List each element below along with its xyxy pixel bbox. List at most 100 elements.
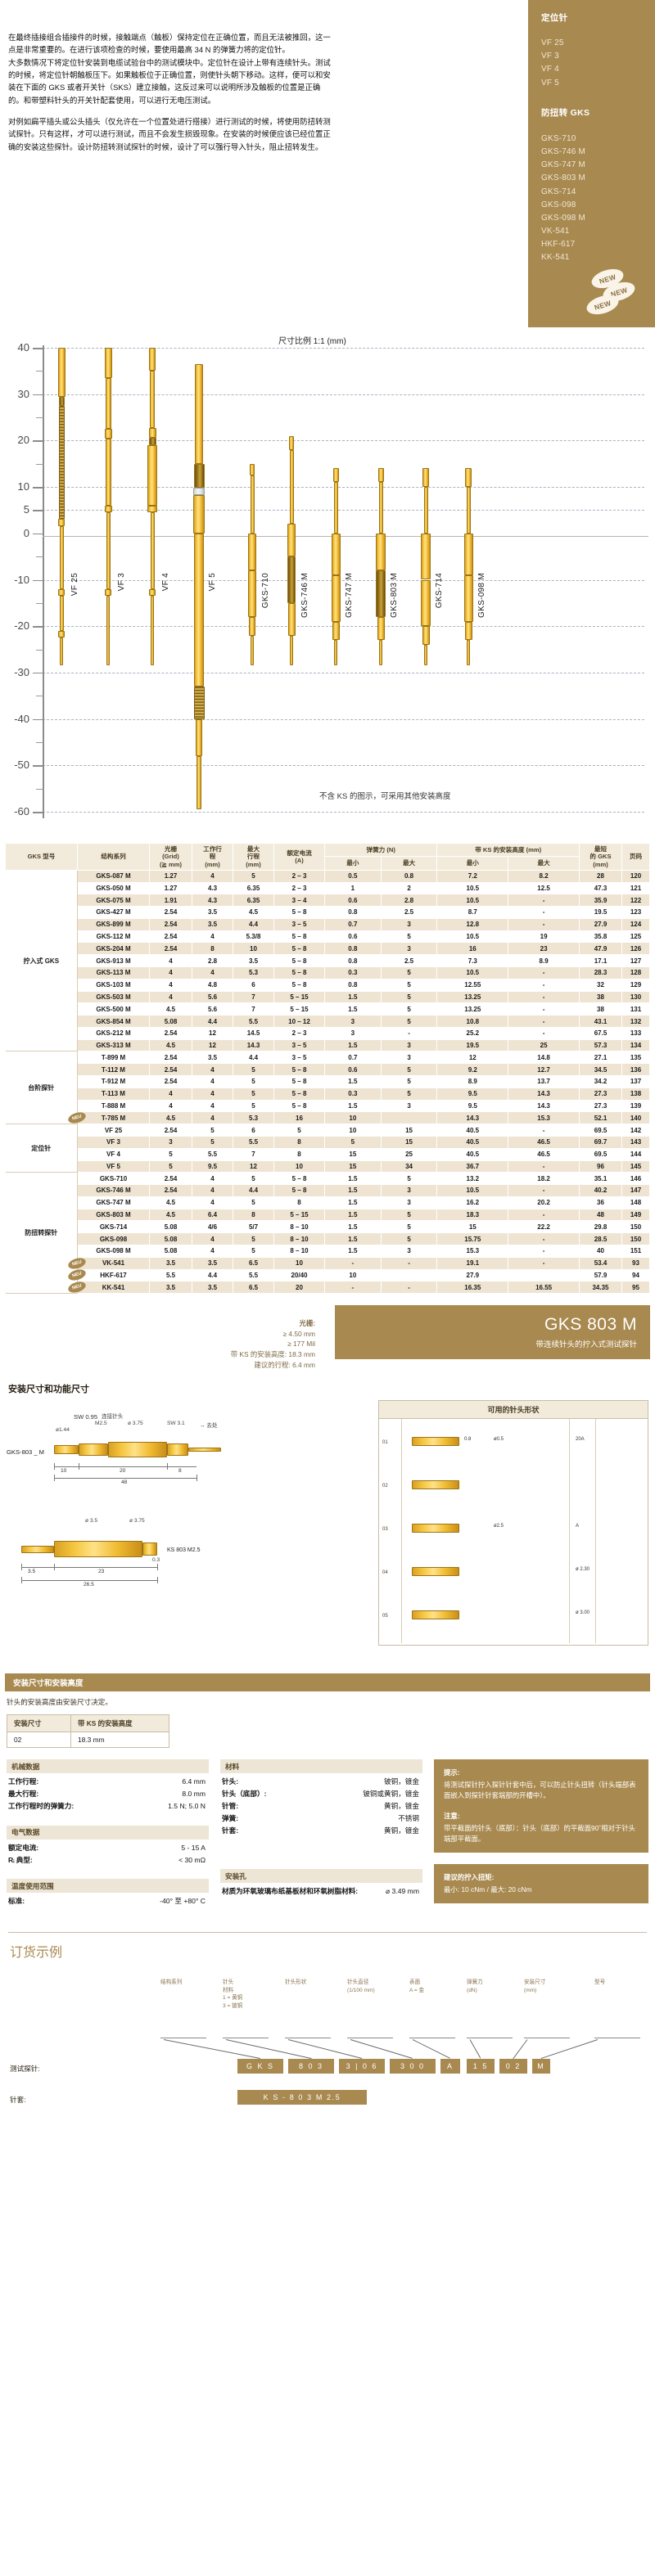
- sidebar-item-gks-747m[interactable]: GKS-747 M: [541, 160, 586, 170]
- cell-height-max: 46.5: [508, 1147, 580, 1161]
- pin-segment: [334, 640, 337, 666]
- pin-segment: [105, 377, 111, 430]
- cell-working-stroke: 3.5: [192, 1256, 233, 1270]
- order-header-line: 针头直径: [347, 1979, 369, 1986]
- chart-footnote: 不含 KS 的图示，可采用其他安装高度: [319, 792, 451, 801]
- cell-spring-min: 1.5: [324, 1172, 382, 1186]
- cell-max-stroke: 5: [233, 1172, 274, 1186]
- cell-model: GKS-087 M: [77, 869, 150, 883]
- order-header-line: A = 金: [409, 1987, 425, 1993]
- cell-working-stroke: 4: [192, 1111, 233, 1125]
- cell-model: T-912 M: [77, 1075, 150, 1088]
- sidebar-item-gks-098[interactable]: GKS-098: [541, 200, 576, 209]
- pin-segment: [466, 487, 471, 534]
- cell-shortest: 52.1: [579, 1111, 622, 1125]
- sidebar-item-vk-541[interactable]: VK-541: [541, 227, 570, 236]
- dim-label-sw095: SW 0.95: [74, 1413, 98, 1421]
- cell-spring-min: 1.5: [324, 1038, 382, 1052]
- table-row: 定位针 VF 25 2.54 5 6 5 10 15 40.5-69.5 142: [5, 1124, 650, 1173]
- axis-tick-label: -50: [14, 759, 29, 772]
- cell-max-stroke: 4.5: [233, 906, 274, 919]
- intro-section: 在最终插接组合插接件的时候，接触端点（触板）保持定位在正确位置，而且无法被推回，…: [0, 0, 655, 327]
- cell-spring-max: 5: [380, 1002, 438, 1016]
- cell-working-stroke: 4.3: [192, 894, 233, 907]
- cell-shortest: 48: [579, 1208, 622, 1222]
- cell-height-max: -: [508, 1160, 580, 1173]
- cell-model: T-899 M: [77, 1051, 150, 1065]
- cell-grid: 4: [149, 954, 192, 967]
- axis-minor-tick: [36, 417, 44, 419]
- install-section-title: 安装尺寸和安装高度: [5, 1673, 650, 1692]
- dimensions-section-title: 安装尺寸和功能尺寸: [8, 1385, 89, 1395]
- sidebar-item-vf3[interactable]: VF 3: [541, 52, 559, 61]
- pin-segment: [463, 533, 473, 575]
- th-max-l1: 最大: [246, 845, 260, 853]
- sidebar-item-gks-803m[interactable]: GKS-803 M: [541, 173, 586, 183]
- pin-segment: [148, 437, 156, 446]
- spec-row: 针头（底部）: 铍铜或黄铜，镀金: [220, 1788, 422, 1800]
- sidebar-item-gks-714[interactable]: GKS-714: [541, 187, 576, 196]
- cell-spring-min: 0.8: [324, 942, 382, 956]
- pin-segment: [105, 438, 111, 506]
- order-leader-line: [469, 2039, 481, 2059]
- cell-spring-min: 0.8: [324, 954, 382, 967]
- sidebar-item-gks-098m[interactable]: GKS-098 M: [541, 213, 586, 223]
- cell-height-min: 10.8: [436, 1015, 509, 1028]
- cell-height-min: 10.5: [436, 894, 509, 907]
- order-leader-line: [163, 2039, 261, 2060]
- order-header-line: 1 = 黄铜: [223, 1995, 243, 2002]
- pin-segment: [194, 533, 204, 687]
- intro-paragraph-3: 对例如扁平插头或公头插头（仅允许在一个位置处进行搭接）进行测试的时候，将使用防扭…: [8, 116, 331, 151]
- intro-paragraph-1: 在最终插接组合插接件的时候，接触端点（触板）保持定位在正确位置，而且无法被推回，…: [8, 33, 331, 55]
- sidebar-item-vf5[interactable]: VF 5: [541, 78, 559, 88]
- spec-key: 标准:: [8, 1897, 25, 1906]
- order-column-header: 结构系列: [160, 1979, 182, 1987]
- gridline: [43, 487, 644, 489]
- sidebar-item-gks-710[interactable]: GKS-710: [541, 133, 576, 143]
- cell-max-stroke: 12: [233, 1160, 274, 1173]
- sidebar-item-vf25[interactable]: VF 25: [541, 38, 564, 47]
- spec-value: 铍铜，镀金: [384, 1777, 419, 1786]
- cell-model: GKS-050 M: [77, 881, 150, 895]
- sidebar-item-kk-541[interactable]: KK-541: [541, 253, 570, 263]
- cell-spring-min: 1.5: [324, 1196, 382, 1209]
- cell-height-max: -: [508, 990, 580, 1004]
- order-leader-line: [513, 2039, 528, 2059]
- pin-segment: [58, 588, 65, 597]
- sidebar-item-vf4[interactable]: VF 4: [541, 65, 559, 74]
- table-row: T-112 M 2.54 4 5 5 – 8 0.6 5 9.2 12.7 34.5 136: [6, 1063, 650, 1077]
- cell-spring-min: 1.5: [324, 1002, 382, 1016]
- cell-current: 5 – 15: [273, 1208, 325, 1222]
- cell-shortest: 47.3: [579, 881, 622, 895]
- pin-segment: [147, 445, 157, 506]
- cell-model: GKS-103 M: [77, 978, 150, 992]
- table-subheader-row: 最小 最大 最小 最大: [6, 856, 650, 871]
- cell-current: 2 – 3: [273, 869, 325, 883]
- axis-tick-label: -20: [14, 619, 29, 633]
- sidebar-item-hkf-617[interactable]: HKF-617: [541, 240, 576, 250]
- cell-grid: 2.54: [149, 917, 192, 931]
- cell-shortest: 17.1: [579, 954, 622, 967]
- cell-max-stroke: 5: [233, 1232, 274, 1245]
- cell-height-min: 10.5: [436, 1184, 509, 1197]
- cell-height-min: 13.25: [436, 1002, 509, 1016]
- cell-height-min: 36.7: [436, 1160, 509, 1173]
- pin-segment: [331, 574, 341, 622]
- order-leader-line: [412, 2039, 451, 2060]
- cell-height-max: -: [508, 1208, 580, 1222]
- cell-spring-max: [380, 1268, 438, 1282]
- dim-value-35: 3.5: [28, 1569, 36, 1575]
- cell-page: 143: [621, 1135, 650, 1149]
- cell-working-stroke: 6.4: [192, 1208, 233, 1222]
- cell-grid: 4: [149, 1099, 192, 1113]
- th-current: 额定电流 (A): [273, 843, 325, 871]
- cell-page: 145: [621, 1160, 650, 1173]
- cell-max-stroke: 5.3: [233, 1111, 274, 1125]
- pin-segment: [464, 621, 472, 641]
- product-subtitle: 带连续针头的拧入式测试探针: [535, 1340, 637, 1350]
- dim-value-20: 20: [120, 1468, 126, 1475]
- tip-shape-illustration: [412, 1610, 459, 1620]
- spec-value: 8.0 mm: [182, 1790, 206, 1799]
- sidebar-item-gks-746m[interactable]: GKS-746 M: [541, 146, 586, 156]
